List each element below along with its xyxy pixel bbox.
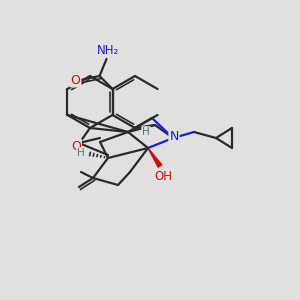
Text: H: H xyxy=(77,148,85,158)
Text: N: N xyxy=(169,130,179,143)
Text: NH₂: NH₂ xyxy=(96,44,118,56)
Text: OH: OH xyxy=(154,169,172,182)
Text: H: H xyxy=(142,127,150,137)
Text: O: O xyxy=(71,140,81,152)
Polygon shape xyxy=(148,148,162,167)
Text: O: O xyxy=(70,74,80,86)
